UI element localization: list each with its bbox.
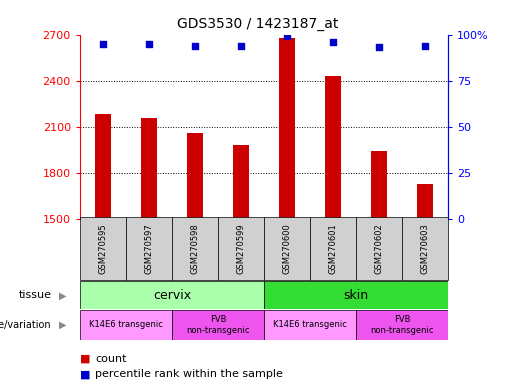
Bar: [371, 151, 387, 219]
Text: GSM270603: GSM270603: [421, 223, 430, 274]
Point: [375, 45, 383, 51]
Bar: [80, 281, 264, 309]
Bar: [325, 76, 341, 219]
Bar: [126, 217, 172, 280]
Point: [283, 33, 291, 40]
Bar: [80, 217, 126, 280]
Bar: [356, 310, 448, 340]
Point: [191, 43, 199, 49]
Bar: [172, 310, 264, 340]
Bar: [417, 184, 433, 219]
Text: GDS3530 / 1423187_at: GDS3530 / 1423187_at: [177, 17, 338, 31]
Text: ■: ■: [80, 369, 90, 379]
Text: GSM270600: GSM270600: [282, 223, 291, 274]
Bar: [264, 281, 448, 309]
Bar: [264, 217, 310, 280]
Point: [145, 41, 153, 47]
Point: [329, 39, 337, 45]
Text: FVB
non-transgenic: FVB non-transgenic: [186, 315, 250, 334]
Text: skin: skin: [344, 289, 369, 302]
Text: count: count: [95, 354, 127, 364]
Text: GSM270601: GSM270601: [329, 223, 337, 274]
Text: GSM270598: GSM270598: [191, 223, 199, 274]
Bar: [172, 217, 218, 280]
Bar: [187, 133, 203, 219]
Text: ▶: ▶: [59, 290, 67, 300]
Text: K14E6 transgenic: K14E6 transgenic: [89, 320, 163, 329]
Bar: [402, 217, 448, 280]
Text: percentile rank within the sample: percentile rank within the sample: [95, 369, 283, 379]
Text: FVB
non-transgenic: FVB non-transgenic: [370, 315, 434, 334]
Text: tissue: tissue: [19, 290, 52, 300]
Text: cervix: cervix: [153, 289, 191, 302]
Bar: [95, 114, 111, 219]
Bar: [141, 118, 157, 219]
Point: [237, 43, 245, 49]
Bar: [80, 310, 172, 340]
Text: GSM270595: GSM270595: [98, 223, 107, 274]
Text: GSM270599: GSM270599: [236, 223, 246, 274]
Bar: [264, 310, 356, 340]
Bar: [279, 38, 295, 219]
Text: ■: ■: [80, 354, 90, 364]
Bar: [310, 217, 356, 280]
Bar: [233, 145, 249, 219]
Text: GSM270597: GSM270597: [144, 223, 153, 274]
Text: genotype/variation: genotype/variation: [0, 320, 52, 330]
Bar: [356, 217, 402, 280]
Point: [99, 41, 107, 47]
Text: K14E6 transgenic: K14E6 transgenic: [273, 320, 347, 329]
Text: ▶: ▶: [59, 320, 67, 330]
Point: [421, 43, 429, 49]
Bar: [218, 217, 264, 280]
Text: GSM270602: GSM270602: [374, 223, 384, 274]
